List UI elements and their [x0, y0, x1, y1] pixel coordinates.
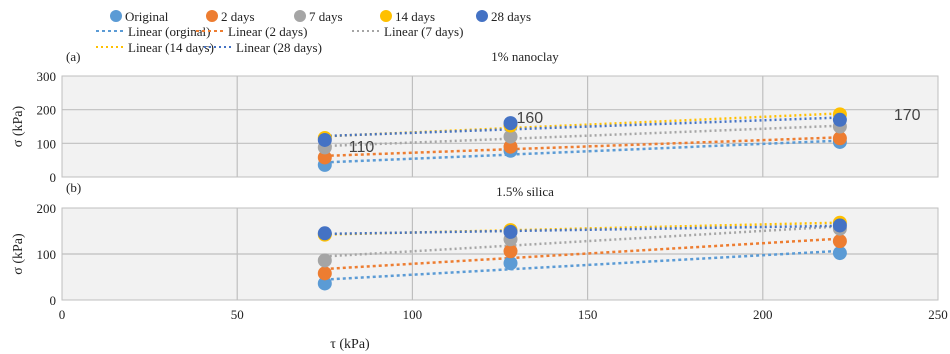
- legend-label-4: 28 days: [491, 9, 531, 24]
- y-tick-label: 200: [37, 201, 57, 216]
- data-point: [317, 132, 332, 147]
- x-tick-label: 100: [403, 307, 423, 322]
- data-point: [503, 244, 518, 259]
- y-tick-label: 200: [37, 103, 57, 118]
- data-point: [832, 218, 847, 233]
- y-tick-label: 100: [37, 247, 57, 262]
- legend-marker-4: [476, 10, 488, 22]
- data-point: [503, 116, 518, 131]
- trendline-1: [324, 136, 840, 158]
- trendline-4: [324, 224, 840, 236]
- data-point: [832, 112, 847, 127]
- legend-label-2: 7 days: [309, 9, 343, 24]
- trendline-2: [324, 225, 840, 258]
- legend-line-label-2: Linear (7 days): [384, 24, 463, 39]
- data-point: [317, 266, 332, 281]
- legend-line-label-4: Linear (28 days): [236, 40, 322, 55]
- data-point: [832, 131, 847, 146]
- trendline-0: [324, 139, 840, 164]
- trendline-1: [324, 237, 840, 271]
- panel-1: 0 100 200 σ (kPa) 1.5% silica (b) 0 50 100 150 200…: [11, 180, 948, 352]
- x-axis-title: τ (kPa): [330, 337, 370, 352]
- panel-label: (b): [66, 180, 81, 195]
- y-axis-title: σ (kPa): [11, 105, 26, 147]
- trendline-0: [324, 249, 840, 281]
- data-point: [317, 226, 332, 241]
- trendline-2: [324, 124, 840, 148]
- data-point: [503, 256, 518, 271]
- data-point: [503, 139, 518, 154]
- x-tick-label: 200: [753, 307, 773, 322]
- legend-line-label-1: Linear (2 days): [228, 24, 307, 39]
- x-tick-label: 150: [578, 307, 598, 322]
- data-point: [317, 276, 332, 291]
- data-annotation: 170: [894, 107, 921, 124]
- x-tick-label: 0: [59, 307, 66, 322]
- data-annotation: 110: [349, 139, 375, 156]
- panel-title: 1.5% silica: [496, 184, 554, 199]
- data-point: [317, 253, 332, 268]
- panel-0: 0 100 200 300 σ (kPa) 1% nanoclay (a) 110 160 170: [11, 49, 939, 185]
- data-point: [503, 129, 518, 144]
- legend-line-label-3: Linear (14 days): [128, 40, 214, 55]
- data-point: [317, 150, 332, 165]
- data-point: [503, 224, 518, 239]
- legend-label-1: 2 days: [221, 9, 255, 24]
- legend-line-label-0: Linear (orginal): [128, 24, 210, 39]
- legend-marker-2: [294, 10, 306, 22]
- panel-label: (a): [66, 49, 80, 64]
- x-tick-label: 250: [928, 307, 948, 322]
- trendline-4: [324, 116, 840, 138]
- y-tick-label: 0: [50, 293, 57, 308]
- legend-marker-3: [380, 10, 392, 22]
- y-axis-title: σ (kPa): [11, 233, 26, 275]
- data-point: [832, 234, 847, 249]
- panel-title: 1% nanoclay: [491, 49, 559, 64]
- legend-label-0: Original: [125, 9, 169, 24]
- legend-marker-0: [110, 10, 122, 22]
- data-point: [832, 246, 847, 261]
- legend-label-3: 14 days: [395, 9, 435, 24]
- y-tick-label: 0: [50, 170, 57, 185]
- y-tick-label: 300: [37, 69, 57, 84]
- plot-area: [61, 75, 939, 178]
- data-annotation: 160: [517, 110, 544, 127]
- legend-marker-1: [206, 10, 218, 22]
- x-tick-label: 50: [231, 307, 244, 322]
- legend: Original 2 days 7 days 14 days 28 days Linear…: [96, 9, 531, 55]
- y-tick-label: 100: [37, 136, 57, 151]
